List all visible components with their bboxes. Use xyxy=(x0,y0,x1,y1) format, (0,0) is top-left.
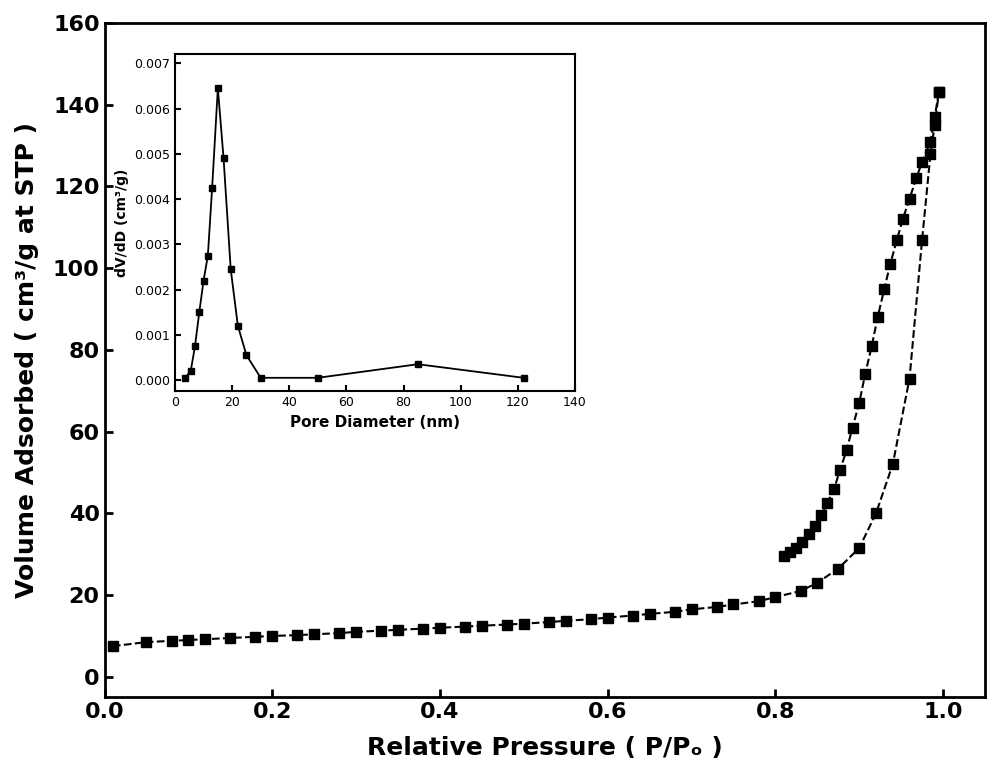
X-axis label: Relative Pressure ( P/Pₒ ): Relative Pressure ( P/Pₒ ) xyxy=(367,736,723,760)
X-axis label: Pore Diameter (nm): Pore Diameter (nm) xyxy=(290,415,460,430)
Y-axis label: dV/dD (cm³/g): dV/dD (cm³/g) xyxy=(115,169,129,277)
Y-axis label: Volume Adsorbed ( cm³/g at STP ): Volume Adsorbed ( cm³/g at STP ) xyxy=(15,122,39,598)
